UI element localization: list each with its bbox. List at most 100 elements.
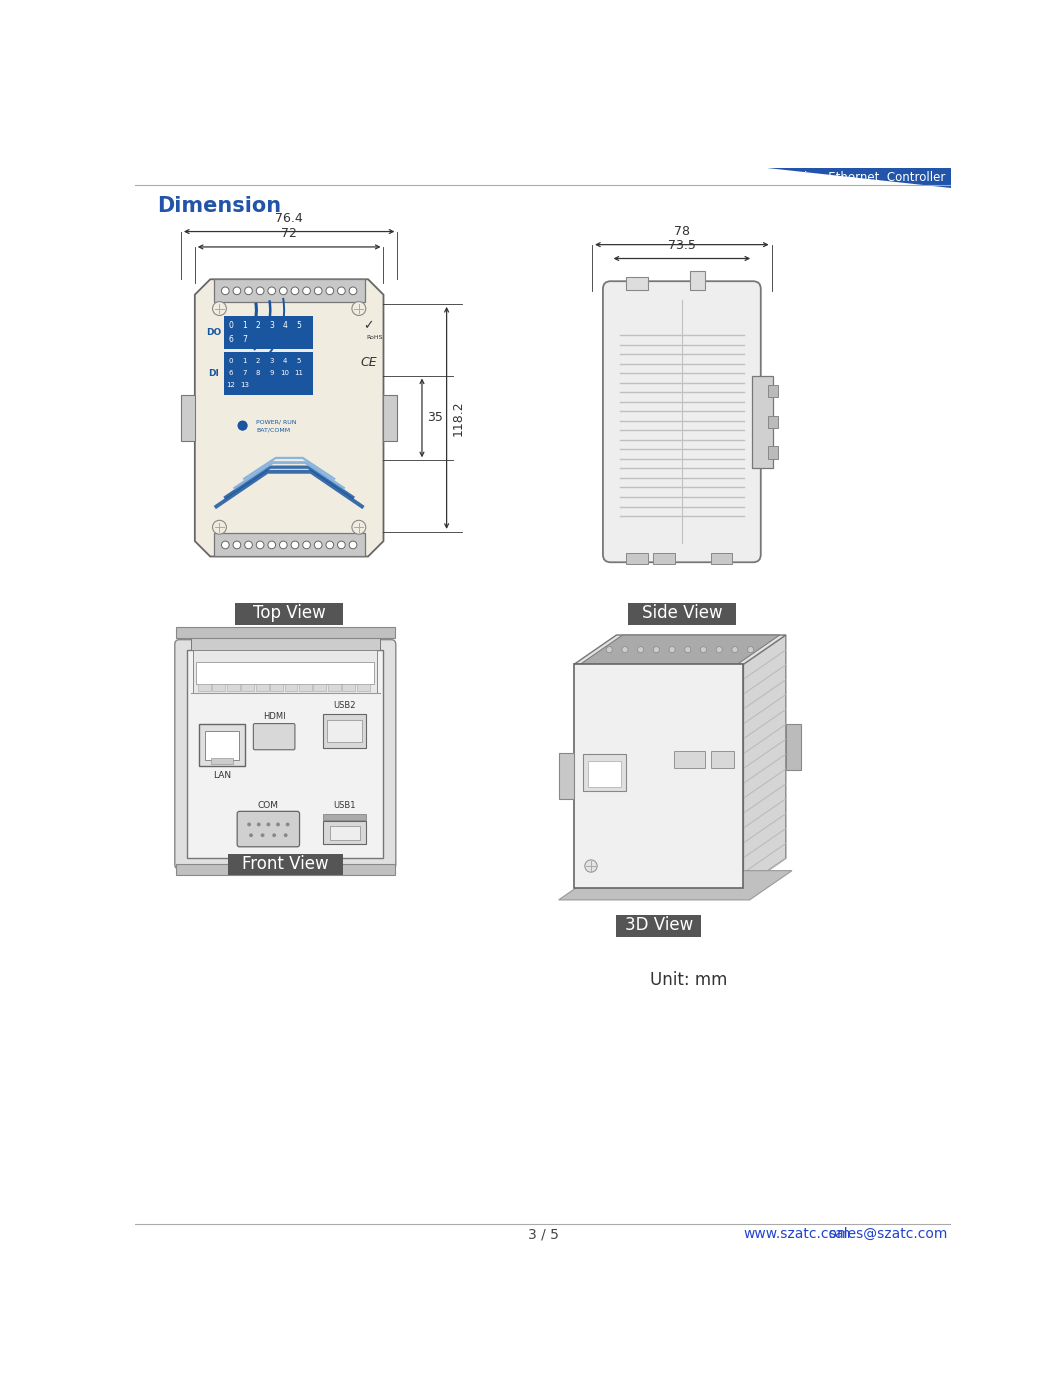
Text: 3 / 5: 3 / 5	[528, 1227, 559, 1241]
Circle shape	[257, 541, 264, 549]
Bar	[583, 754, 625, 791]
Circle shape	[213, 520, 227, 534]
Bar	[588, 760, 621, 787]
Circle shape	[222, 286, 229, 295]
Circle shape	[268, 286, 276, 295]
Circle shape	[303, 541, 311, 549]
FancyBboxPatch shape	[175, 640, 395, 869]
Bar	[330, 826, 359, 840]
Circle shape	[315, 541, 322, 549]
Circle shape	[233, 541, 241, 549]
Bar	[626, 277, 648, 291]
Text: POWER/ RUN: POWER/ RUN	[257, 419, 297, 425]
Text: 8: 8	[255, 370, 260, 376]
Circle shape	[280, 541, 287, 549]
Bar	[212, 683, 225, 692]
Circle shape	[352, 520, 366, 534]
Text: 13: 13	[240, 383, 249, 388]
Circle shape	[280, 286, 287, 295]
Bar	[214, 534, 365, 556]
Text: Side View: Side View	[641, 605, 722, 623]
Text: 3: 3	[269, 358, 273, 365]
Bar	[270, 683, 283, 692]
Circle shape	[276, 823, 280, 827]
Circle shape	[337, 541, 346, 549]
Bar	[227, 683, 240, 692]
Bar	[768, 447, 778, 458]
Text: Dimension: Dimension	[157, 196, 281, 217]
Bar	[357, 683, 370, 692]
Text: USB2: USB2	[333, 701, 356, 710]
FancyBboxPatch shape	[228, 854, 343, 876]
Text: 7: 7	[242, 335, 247, 344]
Text: www.szatc.com: www.szatc.com	[743, 1227, 851, 1241]
FancyBboxPatch shape	[237, 812, 300, 847]
Text: COM: COM	[258, 800, 279, 810]
Text: 1: 1	[243, 358, 247, 365]
Polygon shape	[743, 636, 785, 887]
Circle shape	[315, 286, 322, 295]
Text: 3: 3	[269, 321, 273, 330]
Circle shape	[257, 823, 261, 827]
Text: DI: DI	[208, 369, 218, 377]
Text: 72: 72	[281, 228, 297, 240]
Text: 6: 6	[229, 370, 233, 376]
Bar	[255, 683, 268, 692]
Text: Unit: mm: Unit: mm	[650, 971, 727, 989]
Bar	[205, 731, 238, 760]
Bar	[768, 384, 778, 397]
Circle shape	[237, 420, 247, 430]
Text: ✓: ✓	[364, 319, 374, 332]
Polygon shape	[575, 636, 785, 665]
Bar	[191, 638, 379, 651]
Text: 35: 35	[427, 411, 443, 425]
Bar	[242, 683, 254, 692]
Bar	[211, 759, 232, 764]
Polygon shape	[785, 724, 801, 770]
Circle shape	[349, 286, 357, 295]
Text: 6: 6	[229, 335, 233, 344]
Circle shape	[685, 647, 691, 652]
Bar	[176, 627, 395, 638]
Circle shape	[352, 302, 366, 316]
Bar	[626, 553, 648, 564]
Bar	[188, 651, 384, 858]
Circle shape	[284, 833, 287, 837]
Text: A-53  Series  Ethernet  Controller: A-53 Series Ethernet Controller	[749, 172, 946, 184]
Text: Top View: Top View	[252, 605, 325, 623]
Circle shape	[233, 286, 241, 295]
Text: 3D View: 3D View	[624, 916, 693, 935]
Polygon shape	[559, 870, 792, 900]
Circle shape	[272, 833, 276, 837]
Bar	[198, 683, 211, 692]
Circle shape	[245, 286, 252, 295]
Text: sales@szatc.com: sales@szatc.com	[828, 1227, 948, 1241]
Text: CE: CE	[360, 356, 377, 369]
Text: 4: 4	[282, 321, 287, 330]
FancyBboxPatch shape	[253, 724, 295, 750]
Bar	[342, 683, 355, 692]
Bar	[196, 662, 374, 683]
Circle shape	[292, 541, 299, 549]
Circle shape	[213, 302, 227, 316]
Bar	[328, 719, 361, 742]
Polygon shape	[559, 753, 575, 799]
Circle shape	[325, 541, 334, 549]
Text: 4: 4	[283, 358, 287, 365]
Polygon shape	[195, 279, 384, 556]
Bar	[323, 714, 366, 749]
Text: 5: 5	[296, 358, 301, 365]
Text: 12: 12	[227, 383, 235, 388]
Text: 2: 2	[255, 321, 261, 330]
Circle shape	[637, 647, 643, 652]
Bar	[314, 683, 326, 692]
Circle shape	[286, 823, 289, 827]
Text: BAT/COMM: BAT/COMM	[257, 427, 290, 433]
Bar	[328, 683, 340, 692]
Text: 0: 0	[229, 358, 233, 365]
Polygon shape	[575, 665, 743, 887]
Bar	[711, 752, 735, 768]
Text: 76.4: 76.4	[276, 211, 303, 225]
Text: 2: 2	[255, 358, 260, 365]
Text: 5: 5	[296, 321, 301, 330]
